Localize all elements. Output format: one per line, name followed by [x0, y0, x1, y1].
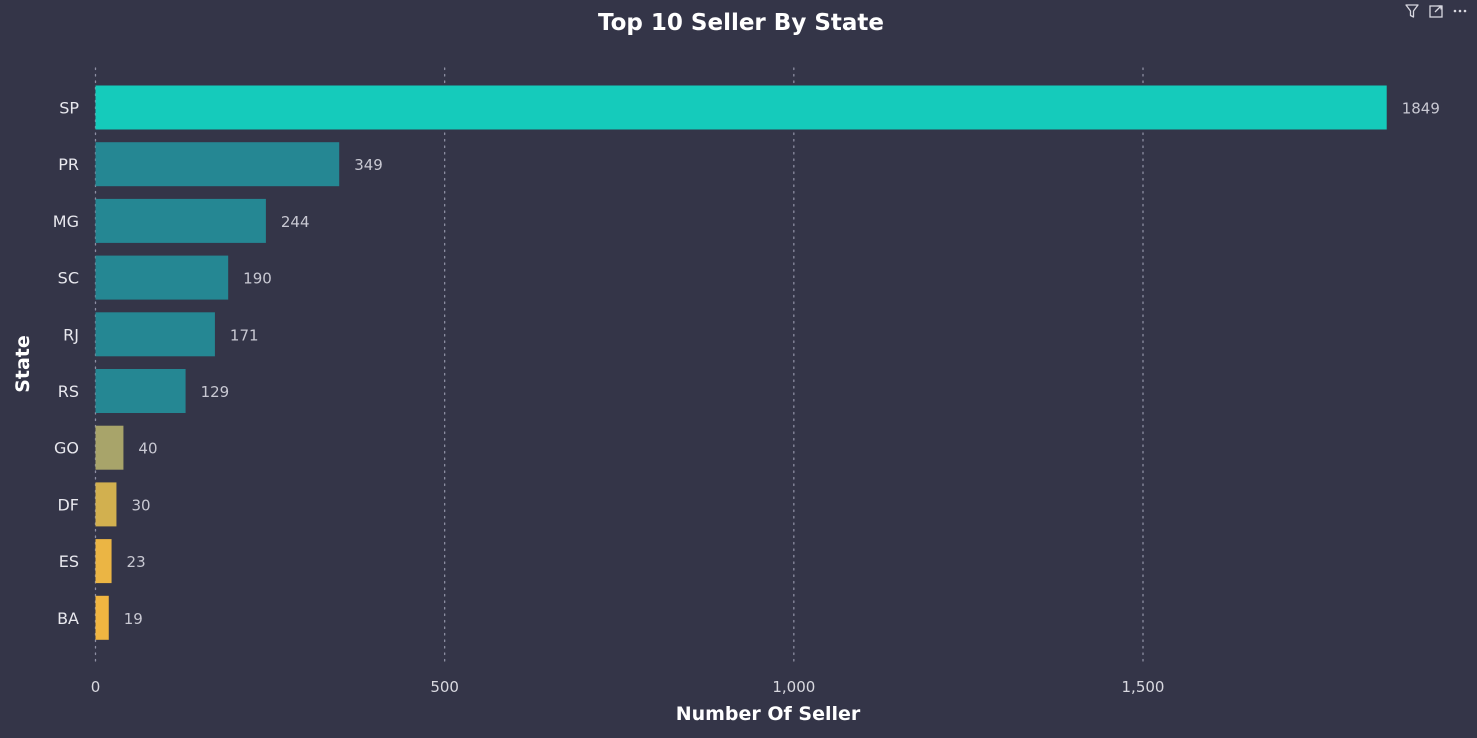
more-options-icon[interactable]	[1451, 2, 1469, 20]
data-label: 23	[127, 553, 146, 571]
y-category-label: RJ	[63, 325, 79, 344]
x-tick-label: 1,500	[1122, 678, 1165, 696]
bar-ba[interactable]	[95, 595, 109, 640]
bar-sp[interactable]	[95, 85, 1387, 130]
y-category-label: BA	[57, 609, 79, 628]
labels: 0 500 1,000 1,500 SP 1849 PR 349 MG 244 SC 190 RJ 171…	[53, 99, 1440, 697]
y-category-label: SC	[58, 269, 79, 288]
data-label: 129	[201, 383, 230, 401]
bar-es[interactable]	[95, 539, 112, 584]
y-category-label: RS	[58, 382, 79, 401]
x-tick-label: 500	[430, 678, 459, 696]
y-category-label: DF	[57, 495, 79, 514]
x-axis-title: Number Of Seller	[676, 703, 861, 725]
bar-mg[interactable]	[95, 198, 266, 243]
bar-pr[interactable]	[95, 142, 340, 187]
chart-title: Top 10 Seller By State	[597, 10, 884, 36]
y-category-label: GO	[54, 439, 79, 458]
bar-rj[interactable]	[95, 312, 215, 357]
data-label: 171	[230, 326, 259, 344]
y-category-label: SP	[59, 99, 79, 118]
data-label: 349	[354, 156, 383, 174]
data-label: 1849	[1402, 100, 1440, 118]
data-label: 40	[138, 440, 157, 458]
filter-icon[interactable]	[1403, 2, 1421, 20]
data-label: 190	[243, 270, 272, 288]
data-label: 19	[124, 610, 143, 628]
x-tick-label: 1,000	[772, 678, 815, 696]
bar-df[interactable]	[95, 482, 117, 527]
bar-go[interactable]	[95, 425, 124, 470]
bars	[95, 85, 1387, 640]
x-tick-label: 0	[91, 678, 101, 696]
data-label: 244	[281, 213, 310, 231]
bar-sc[interactable]	[95, 255, 229, 300]
bar-rs[interactable]	[95, 369, 186, 413]
visual-header	[1403, 2, 1469, 20]
y-category-label: MG	[53, 212, 79, 231]
data-label: 30	[131, 496, 150, 514]
y-category-label: PR	[58, 155, 79, 174]
y-axis-title: State	[12, 335, 34, 393]
focus-mode-icon[interactable]	[1427, 2, 1445, 20]
y-category-label: ES	[59, 552, 79, 571]
